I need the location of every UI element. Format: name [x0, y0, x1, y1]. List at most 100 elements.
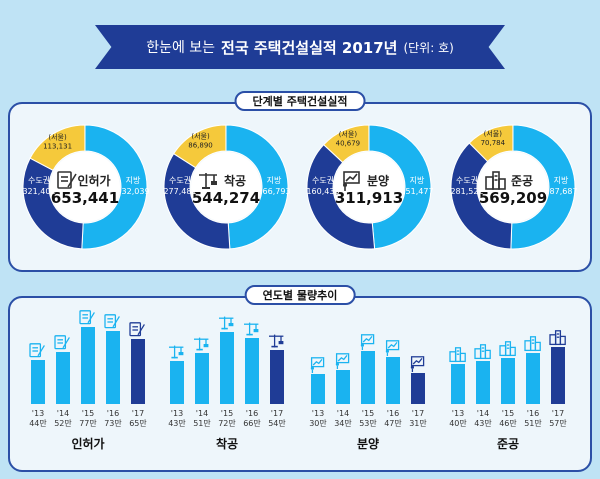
bar-presentation-icon: [385, 340, 400, 357]
bar-presentation-icon-board: [360, 334, 375, 345]
bar: [336, 370, 350, 404]
donut-metro-value: 277,481: [163, 187, 196, 196]
bar-presentation-icon: [410, 356, 425, 373]
donut-slice-metro: [163, 152, 231, 250]
bar-group-label: 인허가: [71, 436, 104, 451]
bar: [31, 360, 45, 404]
donut-seoul-value: 70,784: [481, 139, 506, 147]
donut-hole: [191, 152, 261, 222]
donut-total-value: 544,274: [192, 189, 260, 207]
bar-crane-icon-base: [196, 348, 203, 351]
donut-slice-seoul: [322, 124, 370, 164]
bar-buildings-icon: [524, 336, 541, 352]
bar-presentation-icon: [335, 353, 350, 370]
bar-value-label: 72만: [218, 419, 236, 428]
donut-seoul-value: 40,679: [336, 139, 361, 147]
donut-slice-local: [225, 124, 289, 250]
donut-local-label: 지방: [410, 175, 425, 185]
crane-icon-base: [202, 187, 210, 189]
bar-value-label: 66만: [243, 419, 261, 428]
title-banner: 한눈에 보는 전국 주택건설실적 2017년 (단위: 호): [95, 25, 505, 69]
crane-icon-load: [211, 181, 217, 185]
bar-value-label: 40만: [449, 419, 467, 428]
bar-permit-document-icon-page: [54, 335, 67, 350]
bar: [411, 373, 425, 404]
bar-group-label: 준공: [497, 437, 519, 451]
presentation-icon-board: [343, 171, 360, 184]
donut-total-value: 311,913: [335, 189, 403, 207]
bar-value-label: 46만: [499, 419, 517, 428]
donut-seoul-label: (서울): [484, 129, 503, 138]
donut-slice-metro: [306, 143, 376, 250]
bar-presentation-icon-trend: [412, 358, 423, 365]
bar-buildings-icon-tower: [559, 335, 566, 346]
donut-seoul-value: 113,131: [43, 143, 72, 151]
bar-presentation-icon: [310, 357, 325, 374]
unit-label: (단위: 호): [403, 40, 454, 55]
donut-metro-label: 수도권: [169, 175, 191, 185]
bar-buildings-icon-tower: [534, 341, 541, 352]
donut-local-value: 287,687: [544, 187, 577, 196]
donut-metro-label: 수도권: [312, 175, 334, 185]
bar-value-label: 44만: [29, 419, 47, 428]
bar: [270, 350, 284, 404]
donut-local-label: 지방: [267, 175, 282, 185]
bar-permit-document-icon: [104, 314, 120, 329]
bar-year-label: '13: [452, 409, 464, 418]
bar-permit-document-icon-pen: [112, 316, 120, 328]
bar-crane-icon-base: [271, 345, 278, 348]
bar-permit-document-icon: [129, 322, 145, 337]
bar-presentation-icon-head: [360, 343, 364, 347]
donut-hole: [334, 152, 404, 222]
bar-presentation-icon-trend: [362, 336, 373, 343]
bar-crane-icon-load: [178, 352, 184, 356]
bar-buildings-icon-tower: [499, 345, 507, 357]
bar-presentation-icon-board: [335, 353, 350, 364]
bar-buildings-icon: [449, 347, 466, 363]
bar-buildings-icon-tower: [484, 349, 491, 360]
bar-buildings-icon-tower: [459, 352, 466, 363]
bar-year-label: '15: [82, 409, 94, 418]
bar-value-label: 52만: [54, 419, 72, 428]
bar-permit-document-icon-page: [79, 310, 92, 325]
bar-crane-icon: [219, 316, 234, 330]
bar-value-label: 30만: [309, 419, 327, 428]
bar-presentation-icon-head: [335, 362, 339, 366]
permit-document-icon-page: [57, 171, 72, 189]
bar: [106, 331, 120, 404]
bar-year-label: '13: [312, 409, 324, 418]
bar: [311, 374, 325, 404]
bar-group-label: 분양: [357, 436, 379, 451]
donut-slice-metro: [450, 142, 513, 250]
bar: [245, 338, 259, 404]
bar-presentation-icon-trend: [312, 359, 323, 366]
bar: [220, 332, 234, 404]
bar: [131, 339, 145, 404]
bar-year-label: '17: [412, 409, 424, 418]
buildings-icon-tower: [498, 178, 506, 190]
bar: [451, 364, 465, 404]
bar: [386, 357, 400, 404]
bar-crane-icon-load: [203, 344, 209, 348]
donut-seoul-label: (서울): [339, 129, 358, 138]
presentation-icon-trend: [345, 173, 358, 182]
donut-metro-value: 321,402: [22, 187, 55, 196]
bar-crane-icon: [244, 322, 259, 336]
bar-crane-icon-load: [228, 323, 234, 327]
bar-permit-document-icon-page: [29, 343, 42, 358]
bar-year-label: '14: [196, 409, 208, 418]
bar: [551, 347, 565, 404]
donut-total-value: 653,441: [51, 189, 119, 207]
crane-icon: [199, 173, 217, 189]
bar-presentation-icon-trend: [337, 355, 348, 362]
bar-buildings-icon-tower: [474, 348, 482, 360]
bar-presentation-icon-head: [385, 349, 389, 353]
bar-year-label: '15: [502, 409, 514, 418]
donut-metro-value: 160,436: [306, 187, 339, 196]
donut-metro-label: 수도권: [28, 175, 50, 185]
bar: [476, 361, 490, 404]
bar-year-label: '16: [527, 409, 539, 418]
bar-presentation-icon-head: [310, 366, 314, 370]
donut-stage-label: 준공: [511, 174, 533, 188]
bar-year-label: '16: [387, 409, 399, 418]
